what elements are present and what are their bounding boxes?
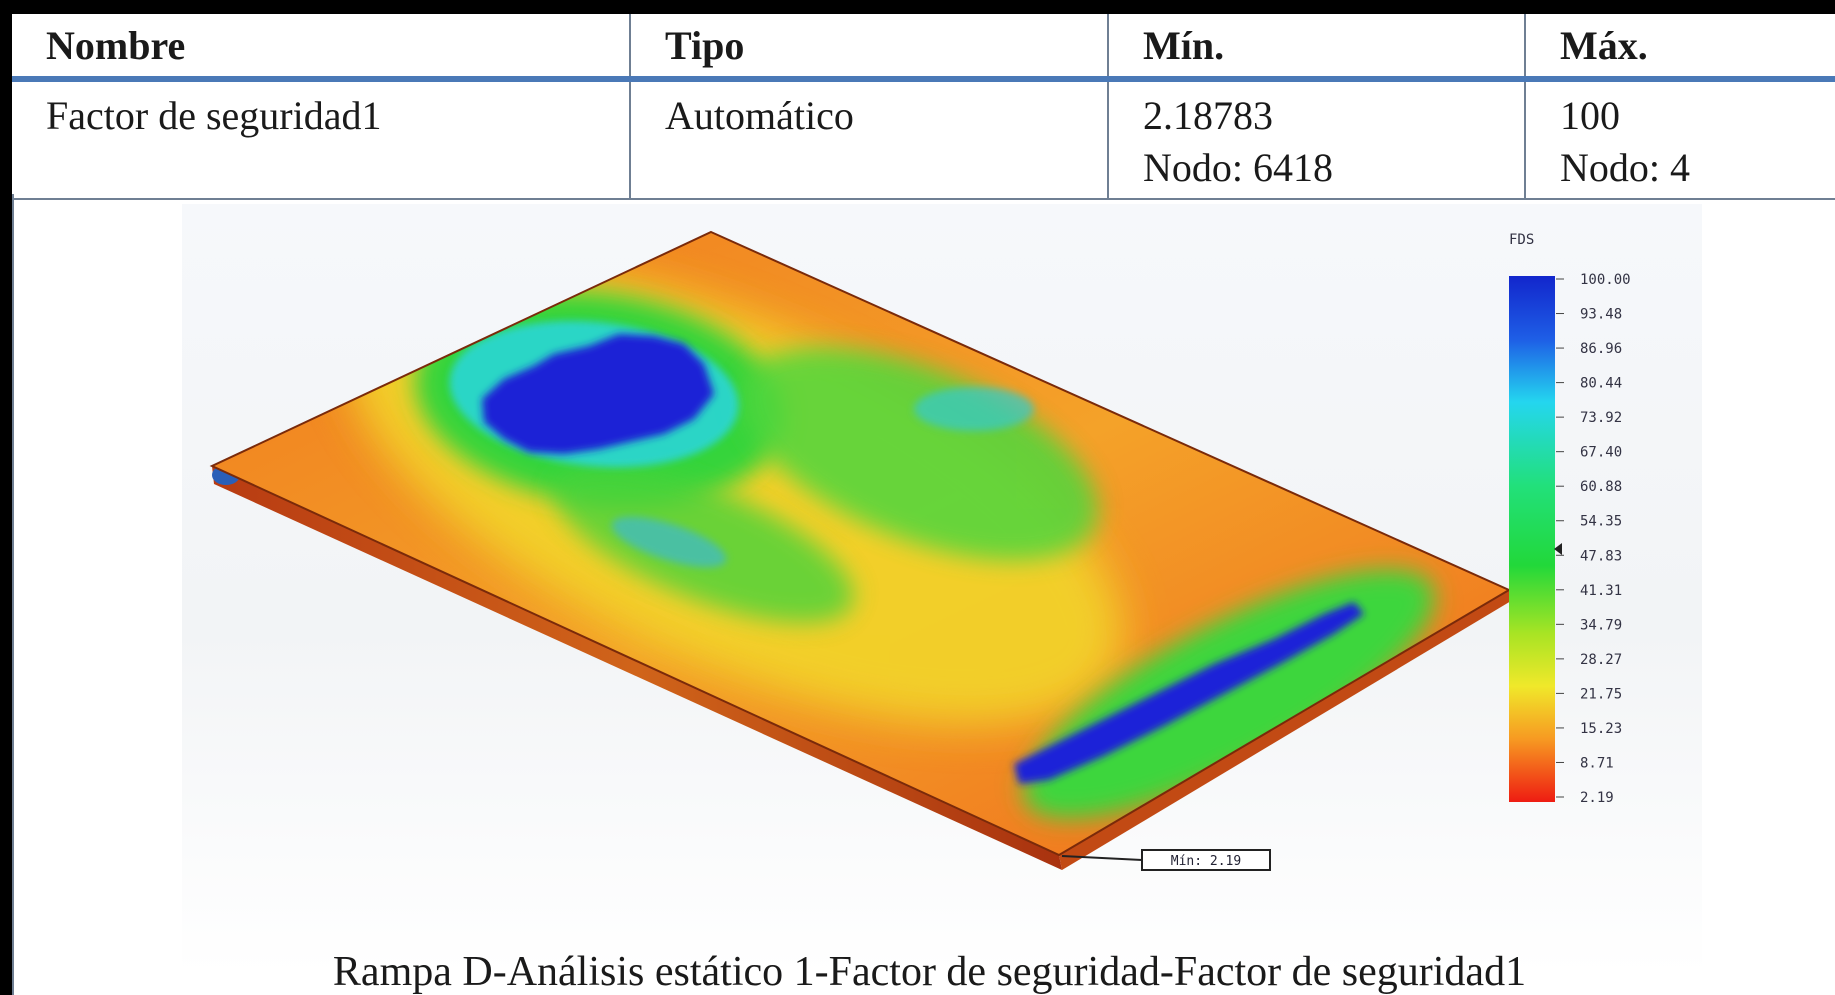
cell-type: Automático — [630, 79, 1109, 200]
legend-pointer — [1554, 543, 1562, 555]
plate-contour — [212, 232, 1509, 855]
legend-tick-label: 73.92 — [1580, 410, 1622, 426]
legend-tick-label: 41.31 — [1580, 583, 1622, 599]
header-nombre: Nombre — [12, 14, 631, 82]
legend-color-bar — [1509, 276, 1555, 802]
legend-tick-label: 47.83 — [1580, 548, 1622, 564]
max-value: 100 — [1560, 93, 1620, 138]
plate-side-edge — [212, 466, 1062, 870]
max-node: Nodo: 4 — [1560, 145, 1690, 190]
document-sheet: Nombre Tipo Mín. Máx. Factor de segurida… — [12, 14, 1835, 995]
legend-title: FDS — [1509, 232, 1534, 248]
min-node: Nodo: 6418 — [1143, 145, 1333, 190]
legend-tick-label: 2.19 — [1580, 790, 1614, 806]
legend-tick-label: 8.71 — [1580, 755, 1614, 771]
cell-name: Factor de seguridad1 — [12, 79, 631, 200]
legend-tick-label: 21.75 — [1580, 686, 1622, 702]
cell-max: 100 Nodo: 4 — [1525, 79, 1835, 200]
plate-outline — [209, 230, 1512, 857]
fea-result-plot: Mín: 2.19 FDS 100.00 93.48 86.96 80.44 73.92… — [182, 204, 1702, 974]
legend-ticks: 100.00 93.48 86.96 80.44 73.92 67.40 60.88 54.3… — [1556, 272, 1631, 806]
legend-tick-label: 67.40 — [1580, 445, 1622, 461]
legend-tick-label: 15.23 — [1580, 721, 1622, 737]
legend-tick-label: 34.79 — [1580, 617, 1622, 633]
cell-min: 2.18783 Nodo: 6418 — [1108, 79, 1526, 200]
table-row: Factor de seguridad1 Automático 2.18783 … — [12, 79, 1835, 200]
legend-tick-label: 28.27 — [1580, 652, 1622, 668]
min-marker-label: Mín: 2.19 — [1171, 854, 1241, 869]
table-header-row: Nombre Tipo Mín. Máx. — [12, 14, 1835, 82]
figure-caption: Rampa D-Análisis estático 1-Factor de se… — [332, 949, 1527, 995]
legend-tick-label: 86.96 — [1580, 341, 1622, 357]
legend-tick-label: 93.48 — [1580, 307, 1622, 323]
min-marker-leader — [1061, 855, 1143, 861]
header-max: Máx. — [1525, 14, 1835, 82]
results-table: Nombre Tipo Mín. Máx. Factor de segurida… — [12, 14, 1835, 200]
min-marker-box — [1141, 849, 1271, 871]
plate-front-edge — [1059, 590, 1511, 870]
min-value: 2.18783 — [1143, 93, 1273, 138]
legend-tick-label: 100.00 — [1580, 272, 1631, 288]
header-tipo: Tipo — [630, 14, 1109, 82]
legend-tick-label: 54.35 — [1580, 514, 1622, 530]
legend-tick-label: 80.44 — [1580, 376, 1622, 392]
fea-plot-area: Mín: 2.19 FDS 100.00 93.48 86.96 80.44 73.92… — [12, 194, 1835, 995]
legend-tick-label: 60.88 — [1580, 479, 1622, 495]
header-min: Mín. — [1108, 14, 1526, 82]
